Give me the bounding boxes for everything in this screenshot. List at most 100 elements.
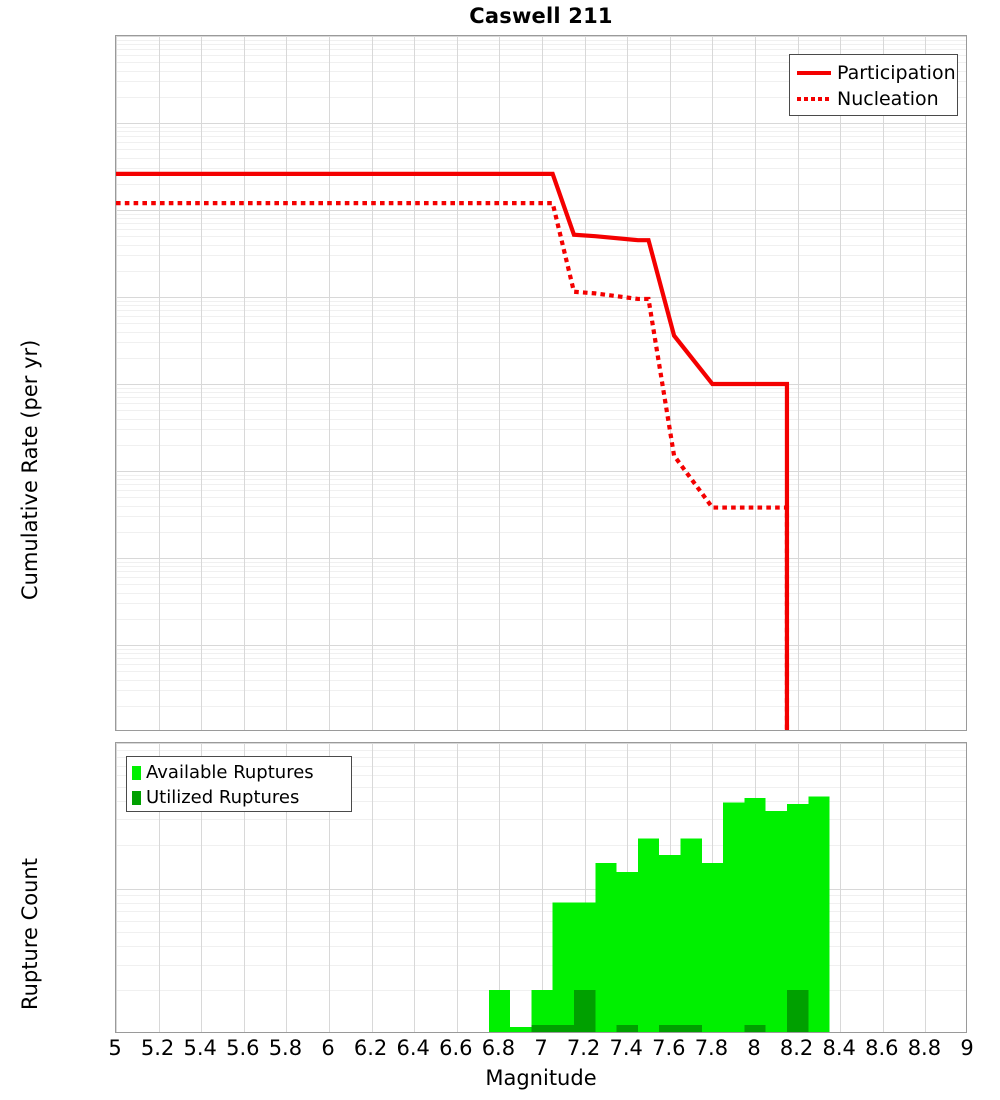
gridline-h-minor: [116, 271, 966, 272]
gridline-h-minor: [116, 571, 966, 572]
gridline-h: [116, 384, 966, 385]
gridline-h-minor: [116, 40, 966, 41]
bar-available: [701, 862, 724, 1032]
gridline-v: [883, 743, 884, 1032]
gridline-h-minor: [116, 911, 966, 912]
gridline-h: [116, 36, 966, 37]
x-tick-label: 7.6: [652, 1036, 686, 1060]
page-title: Caswell 211: [469, 4, 613, 28]
gridline-h-minor: [116, 223, 966, 224]
x-tick-label: 7.8: [694, 1036, 729, 1060]
legend-item-available-ruptures: Available Ruptures: [132, 760, 346, 785]
gridline-h-minor: [116, 766, 966, 767]
bottom-panel-legend: Available Ruptures Utilized Ruptures: [126, 756, 352, 812]
gridline-h-minor: [116, 484, 966, 485]
gridline-h-minor: [116, 149, 966, 150]
bar-utilized: [744, 1025, 766, 1032]
rate-curves: [116, 171, 790, 730]
gridline-h-minor: [116, 392, 966, 393]
x-tick-label: 8.8: [907, 1036, 942, 1060]
nucleation-line-swatch: [797, 97, 831, 101]
bar-available: [531, 990, 553, 1032]
bottom-panel-y-axis-label: Rupture Count: [18, 858, 42, 1010]
gridline-h-minor: [116, 62, 966, 63]
gridline-h: [116, 889, 966, 890]
gridline-v: [542, 743, 543, 1032]
gridline-h-minor: [116, 903, 966, 904]
gridline-v: [372, 743, 373, 1032]
x-tick-label: 8.4: [822, 1036, 856, 1060]
cumulative-rate-plot: Participation Nucleation: [115, 35, 967, 731]
gridline-v: [159, 36, 160, 730]
participation-line-swatch: [797, 71, 831, 75]
gridline-h-minor: [116, 965, 966, 966]
gridline-h-minor: [116, 136, 966, 137]
gridline-h-minor: [116, 214, 966, 215]
legend-label-available-ruptures: Available Ruptures: [146, 762, 314, 783]
x-tick-label: 7.4: [609, 1036, 643, 1060]
gridline-v: [372, 36, 373, 730]
x-tick-label: 5: [108, 1036, 122, 1060]
x-tick-label: 9: [960, 1036, 974, 1060]
gridline-h-minor: [116, 750, 966, 751]
x-tick-label: 8: [747, 1036, 761, 1060]
gridline-v: [159, 743, 160, 1032]
gridline-h-minor: [116, 127, 966, 128]
gridline-h: [116, 471, 966, 472]
x-tick-label: 5.6: [226, 1036, 260, 1060]
gridline-h-minor: [116, 921, 966, 922]
bar-available: [637, 838, 660, 1032]
bar-available: [765, 811, 787, 1032]
curve-nucleation: [116, 201, 790, 730]
bar-available: [808, 796, 830, 1032]
gridline-h: [116, 558, 966, 559]
gridline-h-minor: [116, 475, 966, 476]
gridline-h-minor: [116, 566, 966, 567]
gridline-h-minor: [116, 342, 966, 343]
gridline-h-minor: [116, 305, 966, 306]
gridline-v: [670, 36, 671, 730]
bar-utilized: [573, 990, 596, 1032]
gridline-h-minor: [116, 706, 966, 707]
gridline-h: [116, 210, 966, 211]
gridline-v: [286, 743, 287, 1032]
gridline-h-minor: [116, 680, 966, 681]
gridline-h-minor: [116, 310, 966, 311]
gridline-h-minor: [116, 218, 966, 219]
gridline-h-minor: [116, 445, 966, 446]
top-panel-y-axis-label: Cumulative Rate (per yr): [18, 339, 42, 600]
gridline-v: [840, 36, 841, 730]
gridline-h-minor: [116, 316, 966, 317]
gridline-h-minor: [116, 158, 966, 159]
gridline-v: [457, 743, 458, 1032]
gridline-h-minor: [116, 142, 966, 143]
gridline-h-minor: [116, 81, 966, 82]
gridline-h-minor: [116, 532, 966, 533]
x-tick-label: 6.2: [353, 1036, 388, 1060]
gridline-v: [201, 36, 202, 730]
top-panel-legend: Participation Nucleation: [789, 54, 958, 116]
gridline-v: [414, 36, 415, 730]
gridline-h-minor: [116, 593, 966, 594]
bar-available: [616, 871, 638, 1032]
bar-utilized: [531, 1025, 553, 1032]
gridline-h-minor: [116, 775, 966, 776]
gridline-h-minor: [116, 671, 966, 672]
bar-available: [659, 854, 681, 1032]
gridline-h-minor: [116, 429, 966, 430]
gridline-v: [925, 743, 926, 1032]
bar-utilized: [616, 1025, 638, 1032]
x-tick-label: 6: [321, 1036, 335, 1060]
gridline-h-minor: [116, 603, 966, 604]
bar-utilized: [680, 1025, 702, 1032]
gridline-h: [116, 645, 966, 646]
gridline-h-minor: [116, 301, 966, 302]
gridline-h-minor: [116, 649, 966, 650]
available-ruptures-swatch: [132, 765, 141, 780]
gridline-h-minor: [116, 497, 966, 498]
gridline-v: [542, 36, 543, 730]
gridline-v: [499, 743, 500, 1032]
x-tick-label: 7.2: [566, 1036, 601, 1060]
gridline-v: [627, 36, 628, 730]
